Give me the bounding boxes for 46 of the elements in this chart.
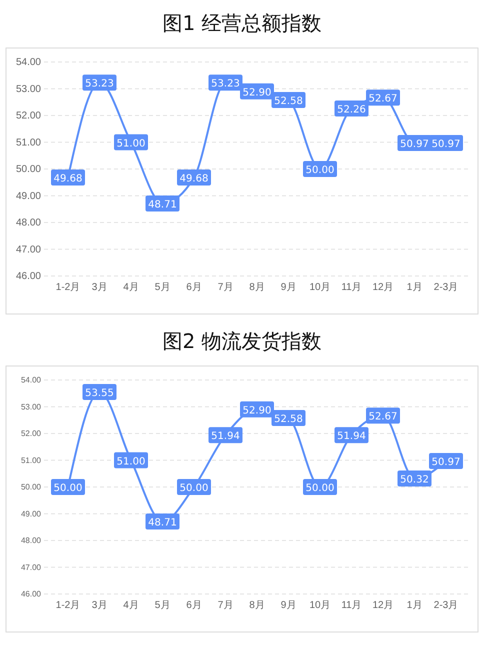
y-tick-label: 47.00: [20, 562, 42, 572]
y-tick-label: 49.00: [16, 190, 42, 202]
y-tick-label: 50.00: [16, 164, 42, 176]
x-tick-label: 1月: [406, 600, 422, 612]
x-tick-label: 5月: [154, 282, 170, 294]
y-tick-label: 46.00: [16, 271, 42, 282]
y-tick-label: 51.00: [20, 456, 42, 465]
y-tick-label: 54.00: [20, 376, 42, 385]
y-tick-label: 48.00: [20, 536, 42, 546]
y-tick-label: 53.00: [16, 84, 42, 95]
x-tick-label: 10月: [309, 282, 331, 294]
x-tick-label: 12月: [372, 282, 394, 294]
y-tick-label: 52.00: [20, 429, 42, 438]
x-tick-label: 7月: [218, 600, 234, 612]
y-tick-label: 48.00: [16, 218, 42, 229]
x-tick-label: 6月: [186, 600, 202, 612]
y-tick-label: 54.00: [16, 57, 42, 68]
y-tick-label: 52.00: [16, 110, 42, 122]
x-tick-label: 9月: [280, 600, 296, 612]
x-tick-label: 11月: [341, 282, 362, 294]
chart-title: 图1 经营总额指数: [162, 11, 322, 35]
y-tick-label: 49.00: [20, 509, 42, 518]
x-tick-label: 11月: [341, 600, 362, 612]
x-tick-label: 5月: [154, 600, 170, 612]
x-tick-label: 1-2月: [56, 282, 80, 294]
x-tick-label: 2-3月: [434, 600, 458, 612]
x-tick-label: 9月: [280, 282, 296, 294]
x-tick-label: 1-2月: [56, 600, 80, 612]
x-tick-label: 4月: [123, 600, 139, 612]
x-tick-label: 3月: [92, 282, 108, 294]
y-tick-label: 51.00: [16, 137, 42, 148]
y-tick-label: 47.00: [16, 244, 42, 256]
y-tick-label: 46.00: [20, 590, 42, 599]
x-tick-label: 2-3月: [434, 282, 458, 294]
y-tick-label: 50.00: [20, 482, 42, 492]
x-tick-label: 3月: [92, 600, 108, 612]
x-tick-label: 10月: [309, 600, 331, 612]
x-tick-label: 12月: [372, 600, 394, 612]
y-tick-label: 53.00: [20, 402, 42, 412]
x-tick-label: 8月: [249, 600, 265, 612]
x-tick-label: 4月: [123, 282, 139, 294]
x-tick-label: 1月: [406, 282, 422, 294]
x-tick-label: 7月: [218, 282, 234, 294]
x-tick-label: 6月: [186, 282, 202, 294]
x-tick-label: 8月: [249, 282, 265, 294]
chart-title: 图2 物流发货指数: [162, 329, 322, 353]
